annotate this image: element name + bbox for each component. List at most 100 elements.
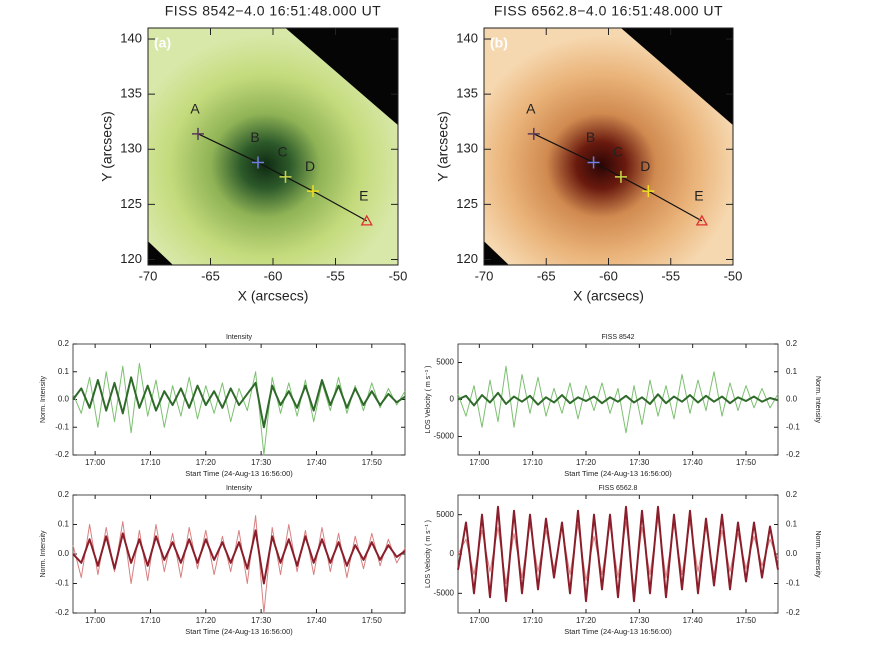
x-tick-label: 17:10 <box>523 616 544 625</box>
x-tick-label: -70 <box>139 268 158 283</box>
series-line <box>457 505 779 603</box>
x-tick-label: 17:50 <box>362 616 383 625</box>
plot-frame <box>457 343 779 456</box>
x-tick-label: 17:50 <box>736 616 757 625</box>
point-marker <box>252 156 264 169</box>
y-axis-label: Y (arcsecs) <box>435 111 451 182</box>
y-tick-label: 140 <box>120 30 142 45</box>
y-tick-label: 125 <box>456 196 478 211</box>
x-tick-label: -65 <box>537 268 556 283</box>
point-label: C <box>613 144 623 160</box>
y-tick-label: 120 <box>120 251 142 266</box>
y-tick-label: 120 <box>456 251 478 266</box>
x-tick-label: -50 <box>724 268 743 283</box>
x-tick-label: 17:00 <box>469 616 490 625</box>
point-marker <box>527 127 540 140</box>
series-line <box>72 362 406 456</box>
point-marker <box>192 127 204 140</box>
y-tick-label: -0.2 <box>55 450 69 459</box>
x-tick-label: 17:00 <box>85 458 106 467</box>
chart-title: FISS 8542 <box>601 334 634 341</box>
y-axis-label: Norm. Intensity <box>40 530 47 578</box>
chart-title: FISS 8542−4.0 16:51:48.000 UT <box>165 3 381 19</box>
panel-label: (a) <box>154 35 171 51</box>
y-tick-label: 135 <box>120 86 142 101</box>
x-tick-label: 17:00 <box>85 616 106 625</box>
plot-frame <box>72 494 406 614</box>
y2-tick-label: -0.2 <box>786 608 800 617</box>
x-tick-label: 17:40 <box>306 458 327 467</box>
x-axis-label: Start Time (24-Aug-13 16:56:00) <box>185 469 293 478</box>
point-label: B <box>250 129 259 145</box>
point-marker <box>360 214 373 226</box>
y-tick-label: 5000 <box>436 510 454 519</box>
y-tick-label: 0 <box>450 395 455 404</box>
series-line <box>457 391 779 407</box>
y-tick-label: 0 <box>450 549 455 558</box>
x-tick-label: -60 <box>599 268 618 283</box>
solar-image <box>484 28 733 265</box>
y2-tick-label: 0.2 <box>786 339 798 348</box>
y-tick-label: 135 <box>456 86 478 101</box>
point-label: B <box>586 129 595 145</box>
y-tick-label: 0.0 <box>58 549 70 558</box>
x-tick-label: 17:20 <box>576 458 597 467</box>
point-label: D <box>305 158 315 174</box>
solar-image <box>148 28 398 265</box>
y2-tick-label: 0.2 <box>786 490 798 499</box>
y-tick-label: 0.1 <box>58 367 70 376</box>
y-tick-label: -0.2 <box>55 608 69 617</box>
x-tick-label: -55 <box>661 268 680 283</box>
point-marker <box>587 156 600 169</box>
panel-label: (b) <box>490 35 508 51</box>
y-tick-label: 5000 <box>436 358 454 367</box>
x-tick-label: 17:20 <box>576 616 597 625</box>
y-tick-label: 0.2 <box>58 490 70 499</box>
y-tick-label: 140 <box>456 30 478 45</box>
y-tick-label: 130 <box>120 141 142 156</box>
x-axis-label: Start Time (24-Aug-13 16:56:00) <box>564 469 672 478</box>
x-tick-label: 17:20 <box>196 458 217 467</box>
x-axis-label: X (arcsecs) <box>573 288 644 304</box>
y2-tick-label: 0.1 <box>786 520 798 529</box>
y2-tick-label: 0.0 <box>786 549 798 558</box>
y-tick-label: -5000 <box>434 432 455 441</box>
y-axis-label: LOS Velocity ( m s⁻¹ ) <box>425 520 432 588</box>
x-tick-label: -55 <box>326 268 345 283</box>
x-tick-label: 17:20 <box>196 616 217 625</box>
x-tick-label: 17:30 <box>629 616 650 625</box>
y2-tick-label: -0.1 <box>786 579 800 588</box>
chart-title: FISS 6562.8−4.0 16:51:48.000 UT <box>494 3 723 19</box>
x-tick-label: -70 <box>475 268 494 283</box>
series-line <box>72 376 406 429</box>
point-marker <box>614 170 627 183</box>
x-tick-label: 17:30 <box>629 458 650 467</box>
y-axis-label: Norm. Intensity <box>40 375 47 423</box>
series-line <box>457 365 779 434</box>
y2-axis-label: Norm. Intensity <box>814 376 821 424</box>
point-label: D <box>640 158 650 174</box>
point-label: A <box>526 101 536 117</box>
x-tick-label: 17:00 <box>469 458 490 467</box>
y2-tick-label: 0.1 <box>786 367 798 376</box>
y2-axis-label: Norm. Intensity <box>814 530 821 578</box>
x-tick-label: 17:10 <box>140 616 161 625</box>
point-label: A <box>190 101 200 117</box>
x-tick-label: -50 <box>389 268 408 283</box>
y-tick-label: 130 <box>456 141 478 156</box>
y2-tick-label: -0.1 <box>786 422 800 431</box>
point-marker <box>307 185 319 198</box>
x-axis-label: X (arcsecs) <box>238 288 309 304</box>
y2-tick-label: 0.0 <box>786 395 798 404</box>
y-tick-label: 0.1 <box>58 520 70 529</box>
point-marker <box>642 185 655 198</box>
series-line <box>457 518 779 590</box>
x-tick-label: 17:30 <box>251 458 272 467</box>
y-axis-label: LOS Velocity ( m s⁻¹ ) <box>425 366 432 434</box>
point-label: E <box>694 188 703 204</box>
chart-title: FISS 6562.8 <box>599 485 638 492</box>
point-marker <box>695 214 708 226</box>
y-tick-label: -0.1 <box>55 579 69 588</box>
point-label: E <box>359 188 368 204</box>
